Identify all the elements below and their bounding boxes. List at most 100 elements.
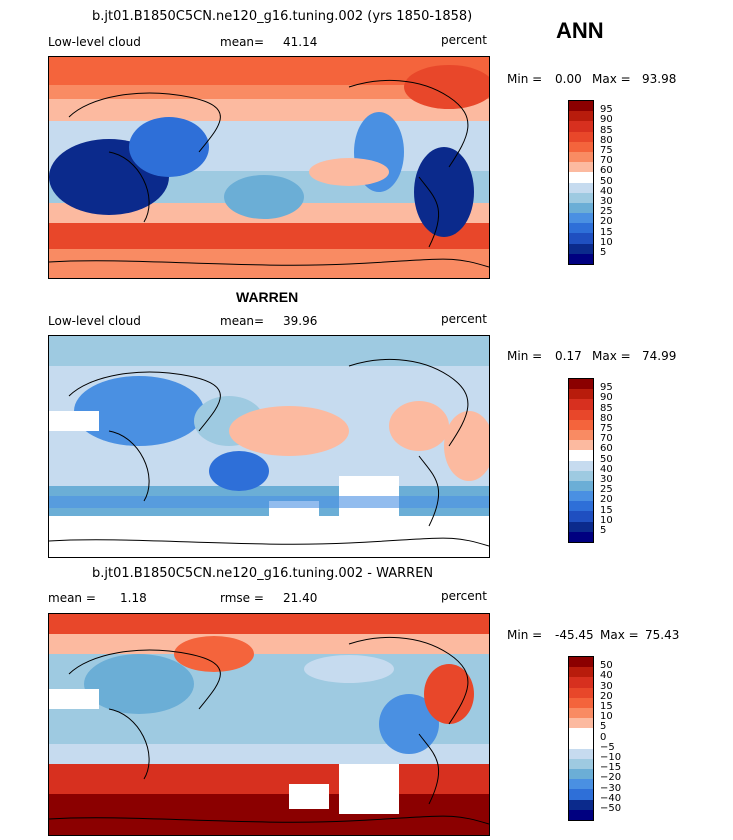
panel2-mean-value: 39.96: [283, 314, 318, 328]
colorbar-tick-label: 50: [600, 175, 613, 187]
colorbar-swatch: [569, 399, 593, 410]
colorbar-swatch: [569, 789, 593, 800]
panel1-map: [48, 56, 490, 279]
colorbar-tick-label: 10: [600, 514, 613, 526]
colorbar-tick-label: 60: [600, 165, 613, 177]
colorbar-swatch: [569, 677, 593, 688]
colorbar-tick-label: 80: [600, 134, 613, 146]
season-label: ANN: [556, 18, 604, 43]
panel2-variable: Low-level cloud: [48, 314, 141, 328]
colorbar-swatch: [569, 521, 593, 532]
panel3-rmse-label: rmse =: [220, 591, 264, 605]
colorbar-swatch: [569, 233, 593, 244]
colorbar-tick-label: −30: [600, 782, 622, 794]
panel2-min-value: 0.17: [555, 349, 582, 363]
panel1-mean-label: mean=: [220, 35, 265, 49]
colorbar-swatch: [569, 697, 593, 708]
panel2-min-label: Min =: [507, 349, 543, 363]
colorbar-swatch: [569, 667, 593, 678]
colorbar-tick-label: 5: [600, 247, 607, 258]
colorbar-swatch: [569, 111, 593, 122]
colorbar-swatch: [569, 141, 593, 152]
colorbar-tick-label: 20: [600, 494, 613, 506]
colorbar-tick-label: 95: [600, 382, 613, 394]
colorbar-tick-label: 75: [600, 145, 613, 156]
main-title: b.jt01.B1850C5CN.ne120_g16.tuning.002 (y…: [92, 9, 473, 24]
colorbar-swatch: [569, 101, 593, 112]
colorbar-tick-label: 0: [600, 731, 607, 743]
colorbar-tick-label: −50: [600, 803, 622, 814]
colorbar-tick-label: 90: [600, 392, 613, 404]
colorbar-tick-label: 75: [600, 423, 613, 434]
colorbar-tick-label: 60: [600, 443, 613, 455]
panel1-variable: Low-level cloud: [48, 35, 141, 49]
colorbar-tick-label: −5: [600, 741, 615, 753]
colorbar-swatch: [569, 419, 593, 430]
colorbar-tick-label: 40: [600, 463, 613, 475]
colorbar-swatch: [569, 202, 593, 214]
colorbar-tick-label: −10: [600, 752, 622, 763]
colorbar-swatch: [569, 501, 593, 512]
panel1-min-label: Min =: [507, 72, 543, 86]
colorbar-swatch: [569, 440, 593, 451]
colorbar-swatch: [569, 738, 593, 749]
colorbar-swatch: [569, 769, 593, 780]
colorbar-swatch: [569, 470, 593, 481]
panel2-map: [48, 335, 490, 558]
panel3-units: percent: [441, 589, 487, 603]
colorbar-tick-label: −40: [600, 792, 622, 804]
panel3-map: [48, 613, 490, 836]
colorbar-tick-label: 50: [600, 453, 613, 465]
colorbar-swatch: [569, 131, 593, 142]
colorbar-swatch: [569, 450, 593, 461]
panel3-mean-label: mean =: [48, 591, 96, 605]
colorbar-swatch: [569, 172, 593, 183]
colorbar-swatch: [569, 718, 593, 729]
colorbar-swatch: [569, 531, 593, 542]
panel1-min-value: 0.00: [555, 72, 582, 86]
colorbar-tick-label: 25: [600, 206, 613, 218]
colorbar-tick-label: 70: [600, 155, 613, 167]
panel2-title: WARREN: [236, 289, 299, 305]
colorbar-tick-label: 15: [600, 226, 613, 238]
colorbar-swatch: [569, 243, 593, 254]
colorbar-swatch: [569, 748, 593, 759]
colorbar-swatch: [569, 728, 593, 739]
colorbar-swatch: [569, 799, 593, 810]
colorbar-tick-label: 85: [600, 124, 613, 136]
colorbar-tick-label: 50: [600, 660, 613, 672]
colorbar-tick-label: 25: [600, 484, 613, 496]
colorbar-swatch: [569, 162, 593, 173]
panel3-colorbar: [568, 656, 594, 821]
colorbar-swatch: [569, 121, 593, 132]
colorbar-tick-label: 40: [600, 670, 613, 682]
colorbar-tick-label: 90: [600, 114, 613, 126]
colorbar-swatch: [569, 707, 593, 719]
colorbar-swatch: [569, 480, 593, 492]
colorbar-swatch: [569, 491, 593, 502]
colorbar-tick-label: 20: [600, 690, 613, 702]
panel3-rmse-value: 21.40: [283, 591, 318, 605]
colorbar-tick-label: 5: [600, 525, 607, 536]
colorbar-swatch: [569, 511, 593, 522]
panel3-min-value: -45.45: [555, 628, 594, 642]
panel1-max-label: Max =: [592, 72, 631, 86]
colorbar-swatch: [569, 213, 593, 224]
panel1-mean-value: 41.14: [283, 35, 318, 49]
colorbar-tick-label: 20: [600, 216, 613, 228]
colorbar-swatch: [569, 779, 593, 790]
colorbar-swatch: [569, 223, 593, 234]
colorbar-tick-label: 10: [600, 711, 613, 723]
colorbar-tick-label: 40: [600, 185, 613, 197]
colorbar-tick-label: −20: [600, 772, 622, 784]
colorbar-swatch: [569, 151, 593, 163]
panel3-max-value: 75.43: [645, 628, 680, 642]
panel3-min-label: Min =: [507, 628, 543, 642]
colorbar-swatch: [569, 409, 593, 420]
panel1-colorbar: [568, 100, 594, 265]
colorbar-swatch: [569, 460, 593, 471]
panel2-max-label: Max =: [592, 349, 631, 363]
panel3-max-label: Max =: [600, 628, 639, 642]
colorbar-swatch: [569, 429, 593, 441]
colorbar-swatch: [569, 379, 593, 390]
